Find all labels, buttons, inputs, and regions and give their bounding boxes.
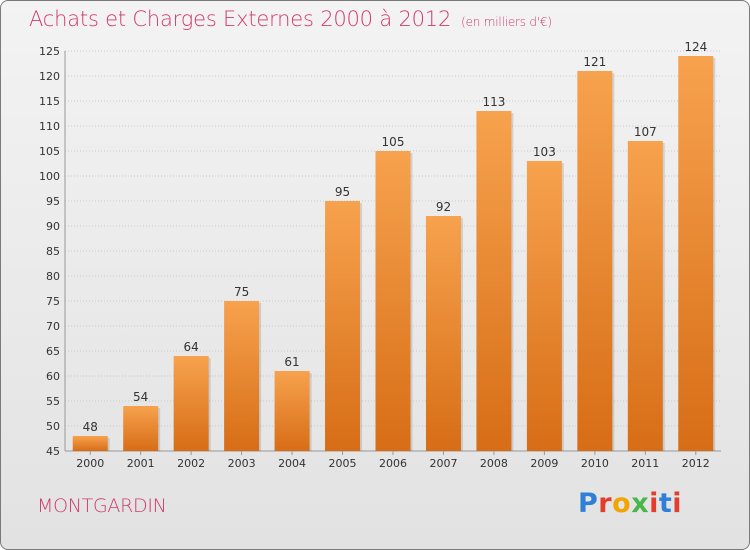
x-tick-label: 2008 bbox=[480, 457, 508, 470]
y-tick-label: 90 bbox=[46, 220, 60, 233]
data-label: 107 bbox=[634, 125, 657, 139]
y-tick-label: 80 bbox=[46, 270, 60, 283]
bar bbox=[274, 371, 310, 451]
y-tick-label: 60 bbox=[46, 370, 60, 383]
data-label: 54 bbox=[133, 390, 148, 404]
y-tick-label: 65 bbox=[46, 345, 60, 358]
y-tick-label: 75 bbox=[46, 295, 60, 308]
y-tick-label: 95 bbox=[46, 195, 60, 208]
bar bbox=[325, 201, 361, 451]
unit-label: (en milliers d'€) bbox=[461, 15, 552, 29]
y-tick-label: 55 bbox=[46, 395, 60, 408]
logo-letter: o bbox=[612, 488, 632, 519]
y-tick-label: 70 bbox=[46, 320, 60, 333]
x-tick-label: 2004 bbox=[278, 457, 306, 470]
chart-title: Achats et Charges Externes 2000 à 2012 (e… bbox=[29, 7, 552, 31]
data-label: 113 bbox=[482, 95, 505, 109]
data-label: 64 bbox=[184, 340, 199, 354]
y-tick-label: 125 bbox=[39, 45, 60, 58]
x-tick-label: 2002 bbox=[177, 457, 205, 470]
data-label: 48 bbox=[83, 420, 98, 434]
y-tick-label: 115 bbox=[39, 95, 60, 108]
data-label: 92 bbox=[436, 200, 451, 214]
x-tick-label: 2006 bbox=[379, 457, 407, 470]
title-text: Achats et Charges Externes 2000 à 2012 bbox=[29, 7, 452, 31]
bar bbox=[72, 436, 108, 451]
data-label: 75 bbox=[234, 285, 249, 299]
data-label: 124 bbox=[684, 40, 707, 54]
bar bbox=[526, 161, 562, 451]
data-label: 103 bbox=[533, 145, 556, 159]
x-tick-label: 2012 bbox=[682, 457, 710, 470]
x-tick-label: 2007 bbox=[429, 457, 457, 470]
y-tick-label: 100 bbox=[39, 170, 60, 183]
x-tick-label: 2011 bbox=[631, 457, 659, 470]
x-tick-label: 2001 bbox=[127, 457, 155, 470]
bar bbox=[678, 56, 714, 451]
bar bbox=[123, 406, 159, 451]
bar bbox=[375, 151, 411, 451]
data-label: 105 bbox=[382, 135, 405, 149]
bar bbox=[425, 216, 461, 451]
logo-letter: t bbox=[658, 488, 673, 519]
logo-letter: i bbox=[672, 488, 683, 519]
logo-letter: i bbox=[649, 488, 659, 519]
data-label: 61 bbox=[284, 355, 299, 369]
data-label: 95 bbox=[335, 185, 350, 199]
bar bbox=[577, 71, 613, 451]
x-tick-label: 2000 bbox=[76, 457, 104, 470]
logo-letter: x bbox=[631, 488, 650, 519]
commune-name: MONTGARDIN bbox=[37, 495, 167, 517]
bar bbox=[627, 141, 663, 451]
x-tick-label: 2005 bbox=[329, 457, 357, 470]
y-tick-label: 105 bbox=[39, 145, 60, 158]
x-tick-label: 2009 bbox=[530, 457, 558, 470]
data-label: 121 bbox=[583, 55, 606, 69]
y-tick-label: 85 bbox=[46, 245, 60, 258]
logo-letter: r bbox=[598, 488, 613, 519]
x-tick-label: 2010 bbox=[581, 457, 609, 470]
y-tick-label: 120 bbox=[39, 70, 60, 83]
y-tick-label: 110 bbox=[39, 120, 60, 133]
bar bbox=[173, 356, 209, 451]
y-tick-label: 50 bbox=[46, 420, 60, 433]
x-tick-label: 2003 bbox=[228, 457, 256, 470]
proxiti-logo: Proxiti bbox=[578, 488, 682, 519]
logo-letter: P bbox=[578, 488, 599, 519]
y-tick-label: 45 bbox=[46, 445, 60, 458]
bar bbox=[224, 301, 260, 451]
bar bbox=[476, 111, 512, 451]
